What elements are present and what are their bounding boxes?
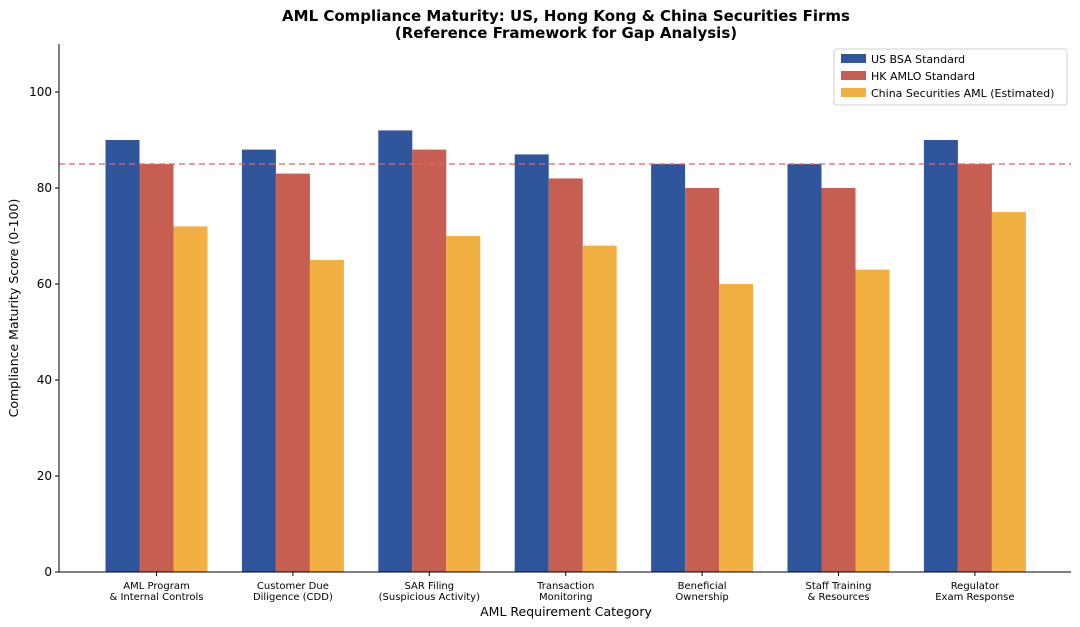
x-tick-label-line-1: Beneficial	[678, 581, 727, 592]
legend-label-1: US BSA Standard	[871, 53, 965, 66]
y-tick-label: 20	[37, 469, 52, 483]
x-tick-label-line-2: (Suspicious Activity)	[379, 592, 480, 603]
bar-series-1-cat-6	[787, 164, 822, 572]
legend-swatch-1	[841, 54, 866, 63]
y-tick-label: 80	[37, 181, 52, 195]
bar-series-3-cat-6	[855, 269, 890, 572]
bar-series-2-cat-1	[139, 164, 174, 572]
x-tick-label-line-2: Diligence (CDD)	[253, 592, 333, 603]
axes-group	[58, 44, 1071, 573]
x-ticks-group: AML Program& Internal Controls Customer D…	[109, 572, 1015, 603]
x-tick-label-line-1: Staff Training	[806, 581, 872, 592]
x-tick-label-line-1: AML Program	[123, 581, 189, 592]
x-tick-label-line-2: Ownership	[675, 592, 728, 603]
bar-series-2-cat-2	[275, 173, 310, 572]
bar-series-1-cat-1	[105, 140, 140, 572]
bar-series-2-cat-3	[412, 149, 447, 572]
x-axis-label: AML Requirement Category	[480, 604, 652, 619]
bar-series-3-cat-4	[582, 245, 617, 572]
x-tick-label-line-1: Customer Due	[257, 581, 329, 592]
bar-series-1-cat-7	[923, 140, 958, 572]
legend-label-3: China Securities AML (Estimated)	[871, 87, 1054, 100]
legend-box	[833, 48, 1068, 106]
bar-series-1-cat-4	[514, 154, 549, 572]
y-axis-label: Compliance Maturity Score (0-100)	[6, 199, 21, 418]
legend-swatch-3	[841, 88, 866, 97]
bar-series-2-cat-5	[685, 188, 720, 572]
bar-series-2-cat-4	[548, 178, 583, 572]
bar-series-2-cat-6	[821, 188, 856, 572]
bar-series-3-cat-2	[309, 260, 344, 572]
y-tick-label: 0	[44, 565, 52, 579]
bar-series-1-cat-2	[241, 149, 276, 572]
x-tick-label-line-2: & Resources	[807, 592, 869, 603]
chart-title-line-1: AML Compliance Maturity: US, Hong Kong &…	[282, 7, 850, 25]
bar-series-3-cat-5	[719, 284, 754, 572]
bar-series-3-cat-1	[173, 226, 208, 572]
x-tick-label-line-2: Monitoring	[539, 592, 592, 603]
bar-series-2-cat-7	[957, 164, 992, 572]
bar-series-1-cat-3	[378, 130, 413, 572]
legend: US BSA Standard HK AMLO Standard China Sec…	[833, 48, 1068, 106]
y-tick-label: 40	[37, 373, 52, 387]
x-tick-label-line-1: Regulator	[951, 581, 1000, 592]
x-tick-label-line-2: Exam Response	[935, 592, 1014, 603]
y-ticks-group: 0 20 40 60 80 100	[29, 85, 59, 579]
legend-swatch-2	[841, 71, 866, 80]
y-tick-label: 60	[37, 277, 52, 291]
bar-series-3-cat-7	[991, 212, 1026, 572]
chart-title-line-2: (Reference Framework for Gap Analysis)	[395, 24, 737, 42]
x-tick-label-line-1: Transaction	[536, 581, 594, 592]
bars-group	[105, 130, 1026, 572]
legend-label-2: HK AMLO Standard	[871, 70, 975, 83]
x-tick-label-line-2: & Internal Controls	[109, 592, 203, 603]
y-tick-label: 100	[29, 85, 52, 99]
bar-series-1-cat-5	[651, 164, 686, 572]
bar-series-3-cat-3	[446, 236, 481, 572]
x-tick-label-line-1: SAR Filing	[405, 581, 455, 592]
